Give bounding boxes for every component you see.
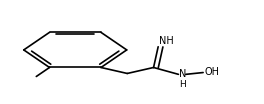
Text: H: H xyxy=(179,80,186,89)
Text: N: N xyxy=(179,69,186,79)
Text: NH: NH xyxy=(159,36,174,46)
Text: OH: OH xyxy=(204,67,219,77)
